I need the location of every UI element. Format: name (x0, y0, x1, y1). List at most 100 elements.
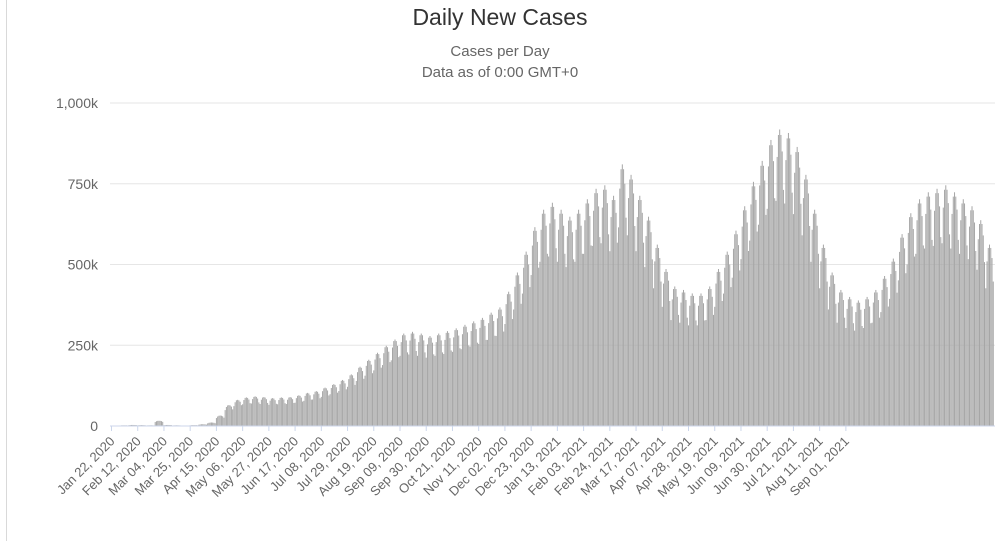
bar[interactable] (303, 400, 305, 426)
bar[interactable] (419, 335, 421, 426)
bar[interactable] (409, 340, 411, 426)
bar[interactable] (717, 269, 719, 426)
bar[interactable] (298, 395, 300, 426)
bar[interactable] (764, 180, 766, 426)
bar[interactable] (777, 134, 779, 427)
bar[interactable] (864, 308, 866, 426)
bar[interactable] (332, 384, 334, 426)
bar[interactable] (836, 322, 838, 426)
bar[interactable] (498, 309, 500, 426)
bar[interactable] (653, 288, 655, 426)
bar[interactable] (289, 397, 291, 426)
bar[interactable] (675, 289, 677, 426)
bar[interactable] (430, 337, 432, 426)
bar[interactable] (408, 354, 410, 426)
bar[interactable] (975, 251, 977, 426)
bar[interactable] (769, 145, 771, 426)
bar[interactable] (660, 281, 662, 426)
bar[interactable] (533, 230, 535, 426)
bar[interactable] (290, 397, 292, 426)
bar[interactable] (830, 275, 832, 426)
bar[interactable] (598, 206, 600, 426)
bar[interactable] (931, 239, 933, 426)
bar[interactable] (669, 301, 671, 426)
bar[interactable] (934, 210, 936, 426)
bar[interactable] (239, 401, 241, 426)
bar[interactable] (339, 384, 341, 426)
bar[interactable] (944, 189, 946, 426)
bar[interactable] (530, 275, 532, 426)
bar[interactable] (982, 235, 984, 426)
bar[interactable] (719, 271, 721, 426)
bar[interactable] (909, 217, 911, 426)
bar[interactable] (937, 193, 939, 426)
bar[interactable] (274, 400, 276, 426)
bar[interactable] (606, 203, 608, 426)
bar[interactable] (468, 345, 470, 426)
bar[interactable] (594, 193, 596, 426)
bar[interactable] (680, 302, 682, 426)
bar[interactable] (209, 422, 211, 426)
bar[interactable] (385, 345, 387, 426)
bar[interactable] (199, 424, 201, 426)
bar[interactable] (570, 220, 572, 426)
bar[interactable] (614, 200, 616, 426)
bar[interactable] (732, 248, 734, 426)
bar[interactable] (785, 160, 787, 427)
bar[interactable] (389, 362, 391, 426)
bar[interactable] (240, 405, 242, 426)
bar[interactable] (927, 192, 929, 426)
bar[interactable] (689, 305, 691, 426)
bar[interactable] (441, 352, 443, 426)
bar[interactable] (213, 422, 215, 426)
bar[interactable] (392, 347, 394, 427)
bar[interactable] (283, 399, 285, 426)
bar[interactable] (686, 317, 688, 426)
bar[interactable] (807, 193, 809, 426)
bar[interactable] (586, 199, 588, 426)
bar[interactable] (683, 289, 685, 426)
bar[interactable] (589, 216, 591, 426)
bar[interactable] (382, 365, 384, 426)
bar[interactable] (987, 247, 989, 426)
bar[interactable] (722, 293, 724, 426)
bar[interactable] (920, 203, 922, 426)
bar[interactable] (644, 267, 646, 426)
bar[interactable] (862, 328, 864, 426)
bar[interactable] (544, 213, 546, 426)
bar[interactable] (969, 226, 971, 426)
bar[interactable] (575, 229, 577, 426)
bar[interactable] (750, 204, 752, 426)
bar[interactable] (787, 132, 789, 426)
bar[interactable] (854, 330, 856, 426)
bar[interactable] (230, 406, 232, 426)
bar[interactable] (772, 161, 774, 426)
bar[interactable] (865, 299, 867, 426)
bar[interactable] (648, 216, 650, 426)
bar[interactable] (757, 224, 759, 426)
bar[interactable] (244, 397, 246, 426)
bar[interactable] (369, 360, 371, 426)
bar[interactable] (776, 156, 778, 426)
bar[interactable] (317, 391, 319, 426)
bar[interactable] (861, 326, 863, 426)
bar[interactable] (202, 424, 204, 426)
bar[interactable] (696, 325, 698, 426)
bar[interactable] (238, 400, 240, 426)
bar[interactable] (977, 239, 979, 426)
bar[interactable] (979, 224, 981, 426)
bar[interactable] (815, 213, 817, 426)
bar[interactable] (751, 186, 753, 426)
bar[interactable] (496, 318, 498, 426)
bar[interactable] (514, 286, 516, 426)
bar[interactable] (926, 196, 928, 426)
bar[interactable] (636, 217, 638, 426)
bar[interactable] (267, 402, 269, 426)
bar[interactable] (845, 328, 847, 426)
bar[interactable] (245, 397, 247, 426)
bar[interactable] (534, 227, 536, 426)
bar[interactable] (377, 352, 379, 426)
bar[interactable] (879, 317, 881, 426)
bar[interactable] (610, 217, 612, 426)
bar[interactable] (714, 306, 716, 426)
